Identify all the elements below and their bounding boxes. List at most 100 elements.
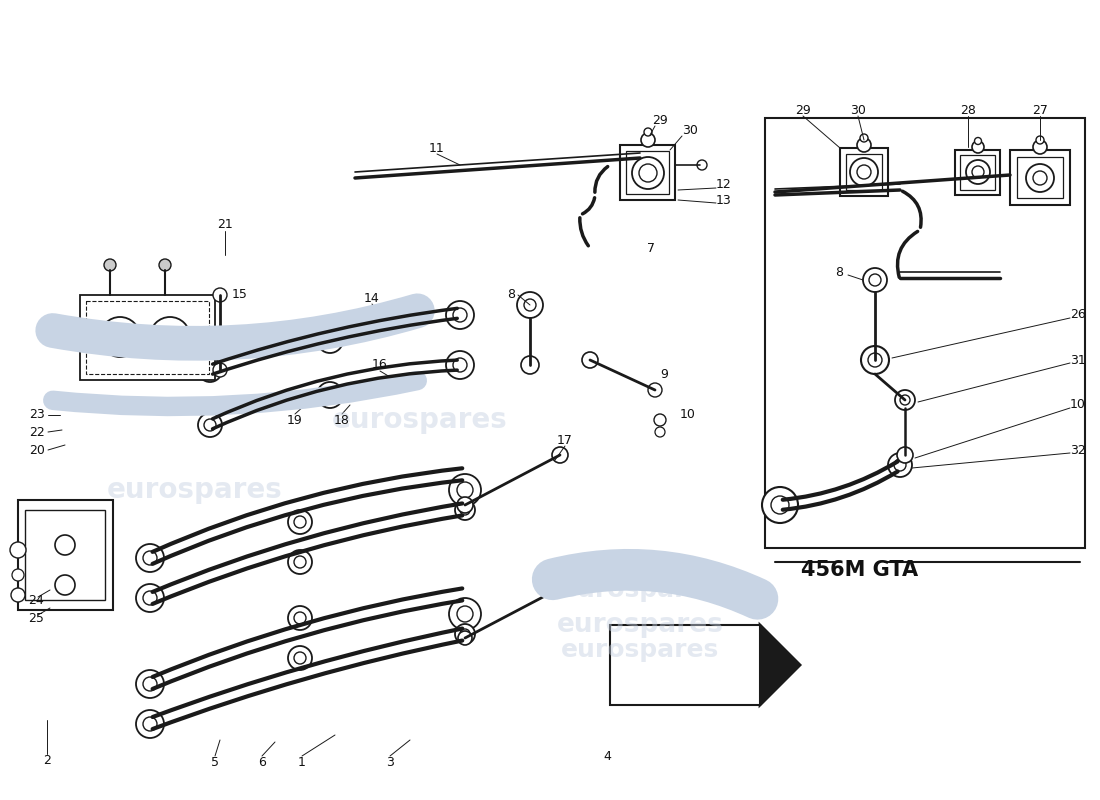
Circle shape [894, 459, 906, 471]
Circle shape [288, 550, 312, 574]
Circle shape [288, 510, 312, 534]
Text: 14: 14 [364, 291, 380, 305]
Circle shape [198, 358, 222, 382]
Circle shape [900, 395, 910, 405]
Circle shape [143, 717, 157, 731]
Circle shape [110, 327, 130, 347]
Circle shape [213, 363, 227, 377]
Bar [840, 148, 888, 196]
Circle shape [654, 427, 666, 437]
Circle shape [204, 364, 216, 376]
Circle shape [204, 419, 216, 431]
Circle shape [1033, 140, 1047, 154]
Circle shape [55, 535, 75, 555]
Circle shape [972, 141, 984, 153]
Circle shape [1036, 136, 1044, 144]
Circle shape [294, 652, 306, 664]
Circle shape [654, 414, 666, 426]
Text: 17: 17 [557, 434, 573, 446]
Circle shape [12, 569, 24, 581]
Circle shape [895, 390, 915, 410]
Text: 12: 12 [716, 178, 732, 191]
Circle shape [460, 629, 470, 639]
Circle shape [641, 133, 654, 147]
Circle shape [317, 382, 343, 408]
Circle shape [294, 556, 306, 568]
Text: 31: 31 [1070, 354, 1086, 366]
Circle shape [213, 288, 227, 302]
Text: 15: 15 [232, 289, 248, 302]
Bar [626, 151, 669, 194]
Circle shape [975, 138, 981, 145]
Circle shape [11, 588, 25, 602]
Circle shape [456, 482, 473, 498]
Bar [25, 510, 104, 600]
Bar [86, 301, 209, 374]
Circle shape [160, 327, 180, 347]
Circle shape [288, 606, 312, 630]
Circle shape [517, 292, 543, 318]
Circle shape [869, 274, 881, 286]
Circle shape [104, 259, 116, 271]
Text: 32: 32 [1070, 443, 1086, 457]
Circle shape [524, 299, 536, 311]
Text: eurospares: eurospares [557, 612, 724, 638]
Text: 25: 25 [28, 611, 44, 625]
Text: eurospares: eurospares [107, 476, 283, 504]
Circle shape [446, 301, 474, 329]
Text: 27: 27 [1032, 103, 1048, 117]
Circle shape [593, 560, 607, 574]
Text: 30: 30 [682, 123, 697, 137]
Text: eurospares: eurospares [561, 638, 719, 662]
Text: 21: 21 [217, 218, 233, 231]
Circle shape [160, 259, 170, 271]
Circle shape [864, 268, 887, 292]
Text: 1: 1 [298, 755, 306, 769]
Circle shape [972, 166, 984, 178]
Circle shape [455, 500, 475, 520]
Circle shape [449, 474, 481, 506]
Text: 456M GTA: 456M GTA [802, 560, 918, 580]
Circle shape [888, 453, 912, 477]
Bar [620, 145, 675, 200]
Circle shape [317, 327, 343, 353]
Text: 3: 3 [386, 755, 394, 769]
Text: 13: 13 [716, 194, 732, 206]
Text: 7: 7 [647, 242, 654, 254]
Circle shape [632, 157, 664, 189]
Circle shape [150, 317, 190, 357]
Circle shape [198, 413, 222, 437]
Bar [955, 150, 1000, 195]
Circle shape [644, 128, 652, 136]
Text: 4: 4 [603, 750, 611, 762]
Circle shape [861, 346, 889, 374]
Bar [1010, 150, 1070, 205]
Circle shape [1026, 164, 1054, 192]
Circle shape [762, 487, 798, 523]
Text: 10: 10 [680, 409, 696, 422]
Circle shape [143, 551, 157, 565]
Circle shape [860, 134, 868, 142]
Text: 2: 2 [43, 754, 51, 766]
Text: 11: 11 [429, 142, 444, 154]
Circle shape [324, 389, 336, 401]
Circle shape [143, 591, 157, 605]
Text: 8: 8 [835, 266, 843, 278]
Text: 22: 22 [30, 426, 45, 438]
Circle shape [136, 670, 164, 698]
Circle shape [136, 584, 164, 612]
Circle shape [456, 497, 473, 513]
Circle shape [10, 542, 26, 558]
Bar [18, 500, 113, 610]
Text: 28: 28 [960, 103, 976, 117]
Text: 18: 18 [334, 414, 350, 426]
Circle shape [850, 158, 878, 186]
Text: eurospares: eurospares [561, 578, 719, 602]
Circle shape [521, 356, 539, 374]
Circle shape [896, 447, 913, 463]
Circle shape [460, 505, 470, 515]
Text: 24: 24 [28, 594, 44, 606]
Circle shape [453, 308, 468, 322]
Bar [764, 118, 1085, 548]
Text: 10: 10 [1070, 398, 1086, 411]
